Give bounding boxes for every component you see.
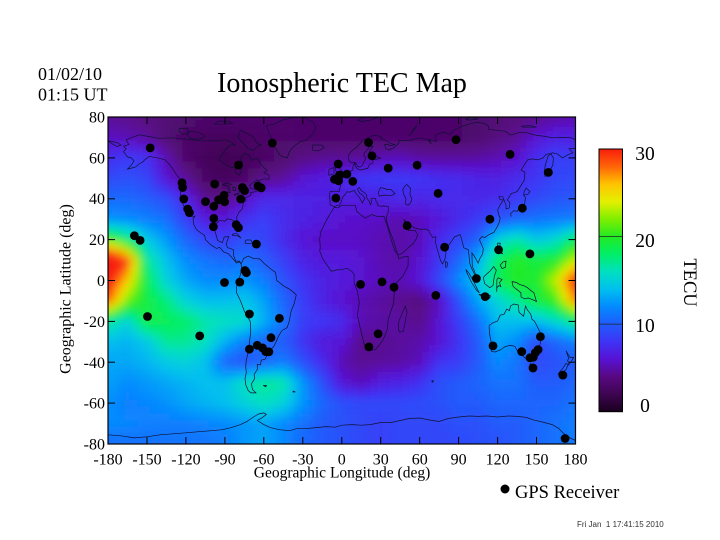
svg-text:-180: -180	[93, 452, 122, 469]
svg-text:Fri Jan 1 17:41:15 2010: Fri Jan 1 17:41:15 2010	[577, 520, 664, 529]
svg-text:10: 10	[635, 316, 655, 337]
svg-text:90: 90	[451, 452, 467, 469]
svg-text:01/02/10: 01/02/10	[38, 64, 102, 84]
svg-text:01:15 UT: 01:15 UT	[38, 85, 108, 105]
svg-text:-80: -80	[84, 437, 105, 454]
svg-text:TECU: TECU	[679, 258, 699, 306]
svg-text:30: 30	[373, 452, 389, 469]
svg-text:-60: -60	[84, 396, 105, 413]
svg-text:-90: -90	[214, 452, 235, 469]
svg-text:180: 180	[564, 452, 588, 469]
svg-text:20: 20	[89, 232, 105, 249]
svg-text:150: 150	[525, 452, 549, 469]
svg-text:0: 0	[640, 396, 650, 417]
svg-text:Geographic Latitude (deg): Geographic Latitude (deg)	[58, 204, 75, 374]
svg-text:GPS Receiver: GPS Receiver	[515, 483, 619, 503]
svg-text:0: 0	[97, 273, 105, 290]
svg-text:40: 40	[89, 191, 105, 208]
svg-text:30: 30	[635, 144, 655, 165]
svg-text:20: 20	[635, 231, 655, 252]
svg-text:Geographic Longitude (deg): Geographic Longitude (deg)	[254, 465, 430, 482]
svg-text:60: 60	[89, 150, 105, 167]
svg-text:Ionospheric TEC Map: Ionospheric TEC Map	[217, 68, 467, 99]
svg-text:60: 60	[412, 452, 428, 469]
svg-text:-60: -60	[253, 452, 274, 469]
svg-text:-120: -120	[171, 452, 200, 469]
svg-text:0: 0	[338, 452, 346, 469]
svg-text:-150: -150	[132, 452, 161, 469]
svg-text:-30: -30	[292, 452, 313, 469]
svg-text:-20: -20	[84, 314, 105, 331]
svg-text:120: 120	[486, 452, 510, 469]
svg-text:-40: -40	[84, 355, 105, 372]
svg-text:80: 80	[89, 110, 105, 127]
